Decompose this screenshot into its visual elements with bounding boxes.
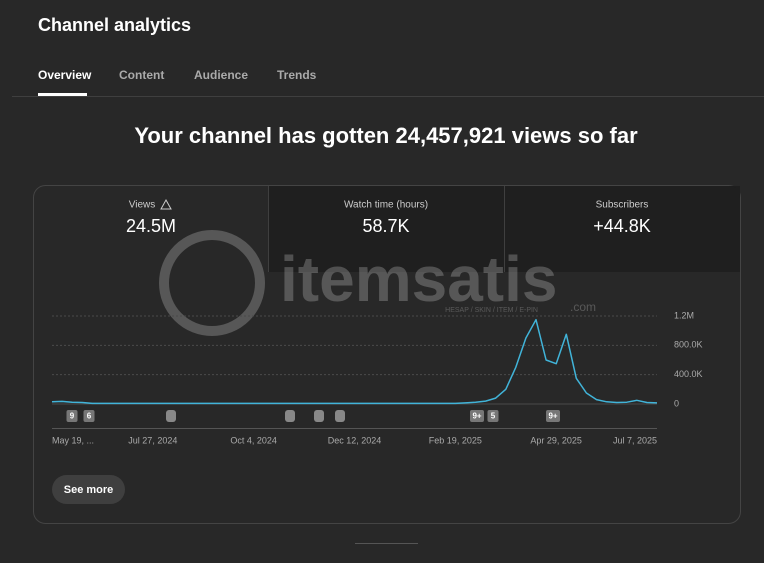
x-tick-label: Dec 12, 2024: [328, 435, 382, 445]
annotation-label: 9: [70, 412, 75, 421]
shorts-badge: [285, 410, 295, 422]
x-tick-label: Jul 27, 2024: [128, 435, 177, 445]
x-tick-label: Apr 29, 2025: [530, 435, 582, 445]
annotation-label: 9+: [548, 412, 557, 421]
metric-value[interactable]: 58.7K: [362, 216, 409, 236]
tab[interactable]: Trends: [277, 68, 317, 82]
x-tick-label: Oct 4, 2024: [230, 435, 277, 445]
page-title: Channel analytics: [38, 15, 191, 35]
y-tick-label: 400.0K: [674, 369, 703, 379]
annotation-badge: [83, 410, 95, 422]
metric-label[interactable]: Subscribers: [596, 200, 649, 211]
annotation-badge: [470, 410, 484, 422]
warning-icon: [160, 198, 172, 210]
metric-label[interactable]: Watch time (hours): [344, 200, 428, 211]
tab[interactable]: Overview: [38, 68, 92, 82]
shorts-badge: [314, 410, 324, 422]
button-label[interactable]: See more: [64, 484, 114, 496]
y-tick-label: 1.2M: [674, 310, 694, 320]
metric-value[interactable]: +44.8K: [593, 216, 651, 236]
watermark: itemsatis HESAP / SKIN / ITEM / E-PIN .c…: [159, 230, 596, 336]
annotation-badge: [487, 410, 499, 422]
shorts-badge: [166, 410, 176, 422]
watermark-logo: [159, 230, 265, 336]
watermark-tagline: HESAP / SKIN / ITEM / E-PIN: [445, 307, 538, 314]
annotation-label: 9+: [472, 412, 481, 421]
tab[interactable]: Audience: [194, 68, 248, 82]
shorts-badge: [335, 410, 345, 422]
y-tick-label: 800.0K: [674, 340, 703, 350]
y-tick-label: 0: [674, 398, 679, 408]
x-tick-label: May 19, ...: [52, 435, 94, 445]
tab-underline: [38, 93, 87, 96]
line-series: [51, 318, 658, 405]
chart: 0 400.0K 800.0K 1.2M May 19, ... Jul 27, 2024…: [51, 310, 703, 445]
annotation-badge: [66, 410, 78, 422]
metric-bg: [728, 186, 740, 272]
metric-label[interactable]: Views: [129, 200, 156, 211]
x-tick-label: Jul 7, 2025: [613, 435, 657, 445]
headline: Your channel has gotten 24,457,921 views…: [134, 123, 638, 148]
annotation-badge: [546, 410, 560, 422]
annotation-label: 5: [491, 412, 496, 421]
watermark-suffix: .com: [570, 300, 596, 314]
x-tick-label: Feb 19, 2025: [429, 435, 482, 445]
metric-value[interactable]: 24.5M: [126, 216, 176, 236]
see-more-button[interactable]: [52, 475, 125, 504]
annotation-label: 6: [87, 412, 92, 421]
tab[interactable]: Content: [119, 68, 164, 82]
watermark-text: itemsatis: [280, 243, 557, 315]
